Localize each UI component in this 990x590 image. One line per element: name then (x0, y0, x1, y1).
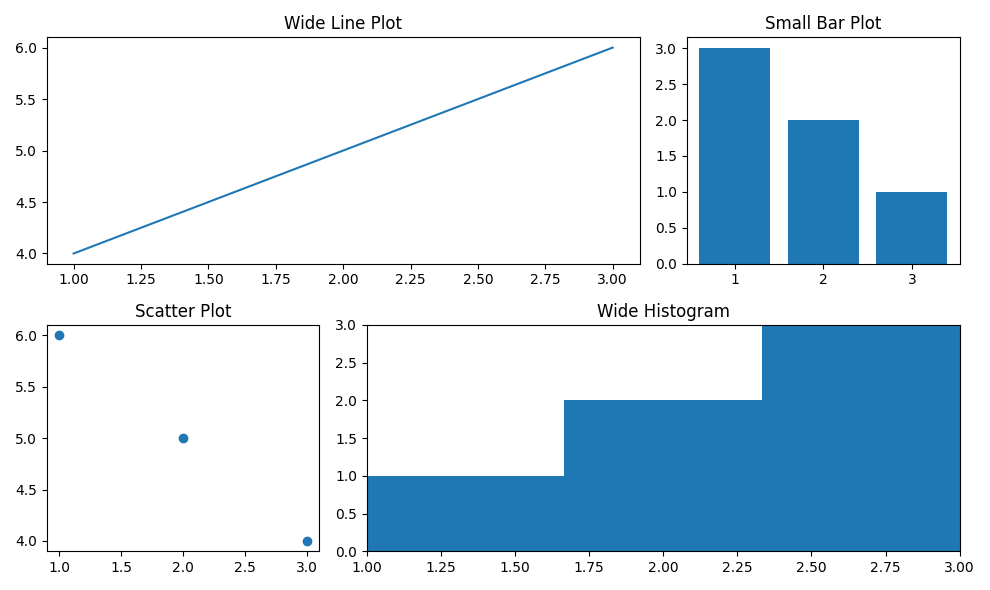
Title: Wide Line Plot: Wide Line Plot (284, 15, 402, 33)
Bar (699, 48, 770, 264)
Bar (564, 400, 762, 551)
Point (51, 330, 67, 340)
Point (175, 433, 191, 442)
Title: Wide Histogram: Wide Histogram (597, 303, 730, 320)
Bar (876, 192, 947, 264)
Bar (788, 120, 858, 264)
Title: Scatter Plot: Scatter Plot (135, 303, 232, 320)
Bar (367, 476, 564, 551)
Point (299, 536, 315, 546)
Bar (762, 325, 959, 551)
Title: Small Bar Plot: Small Bar Plot (765, 15, 881, 33)
